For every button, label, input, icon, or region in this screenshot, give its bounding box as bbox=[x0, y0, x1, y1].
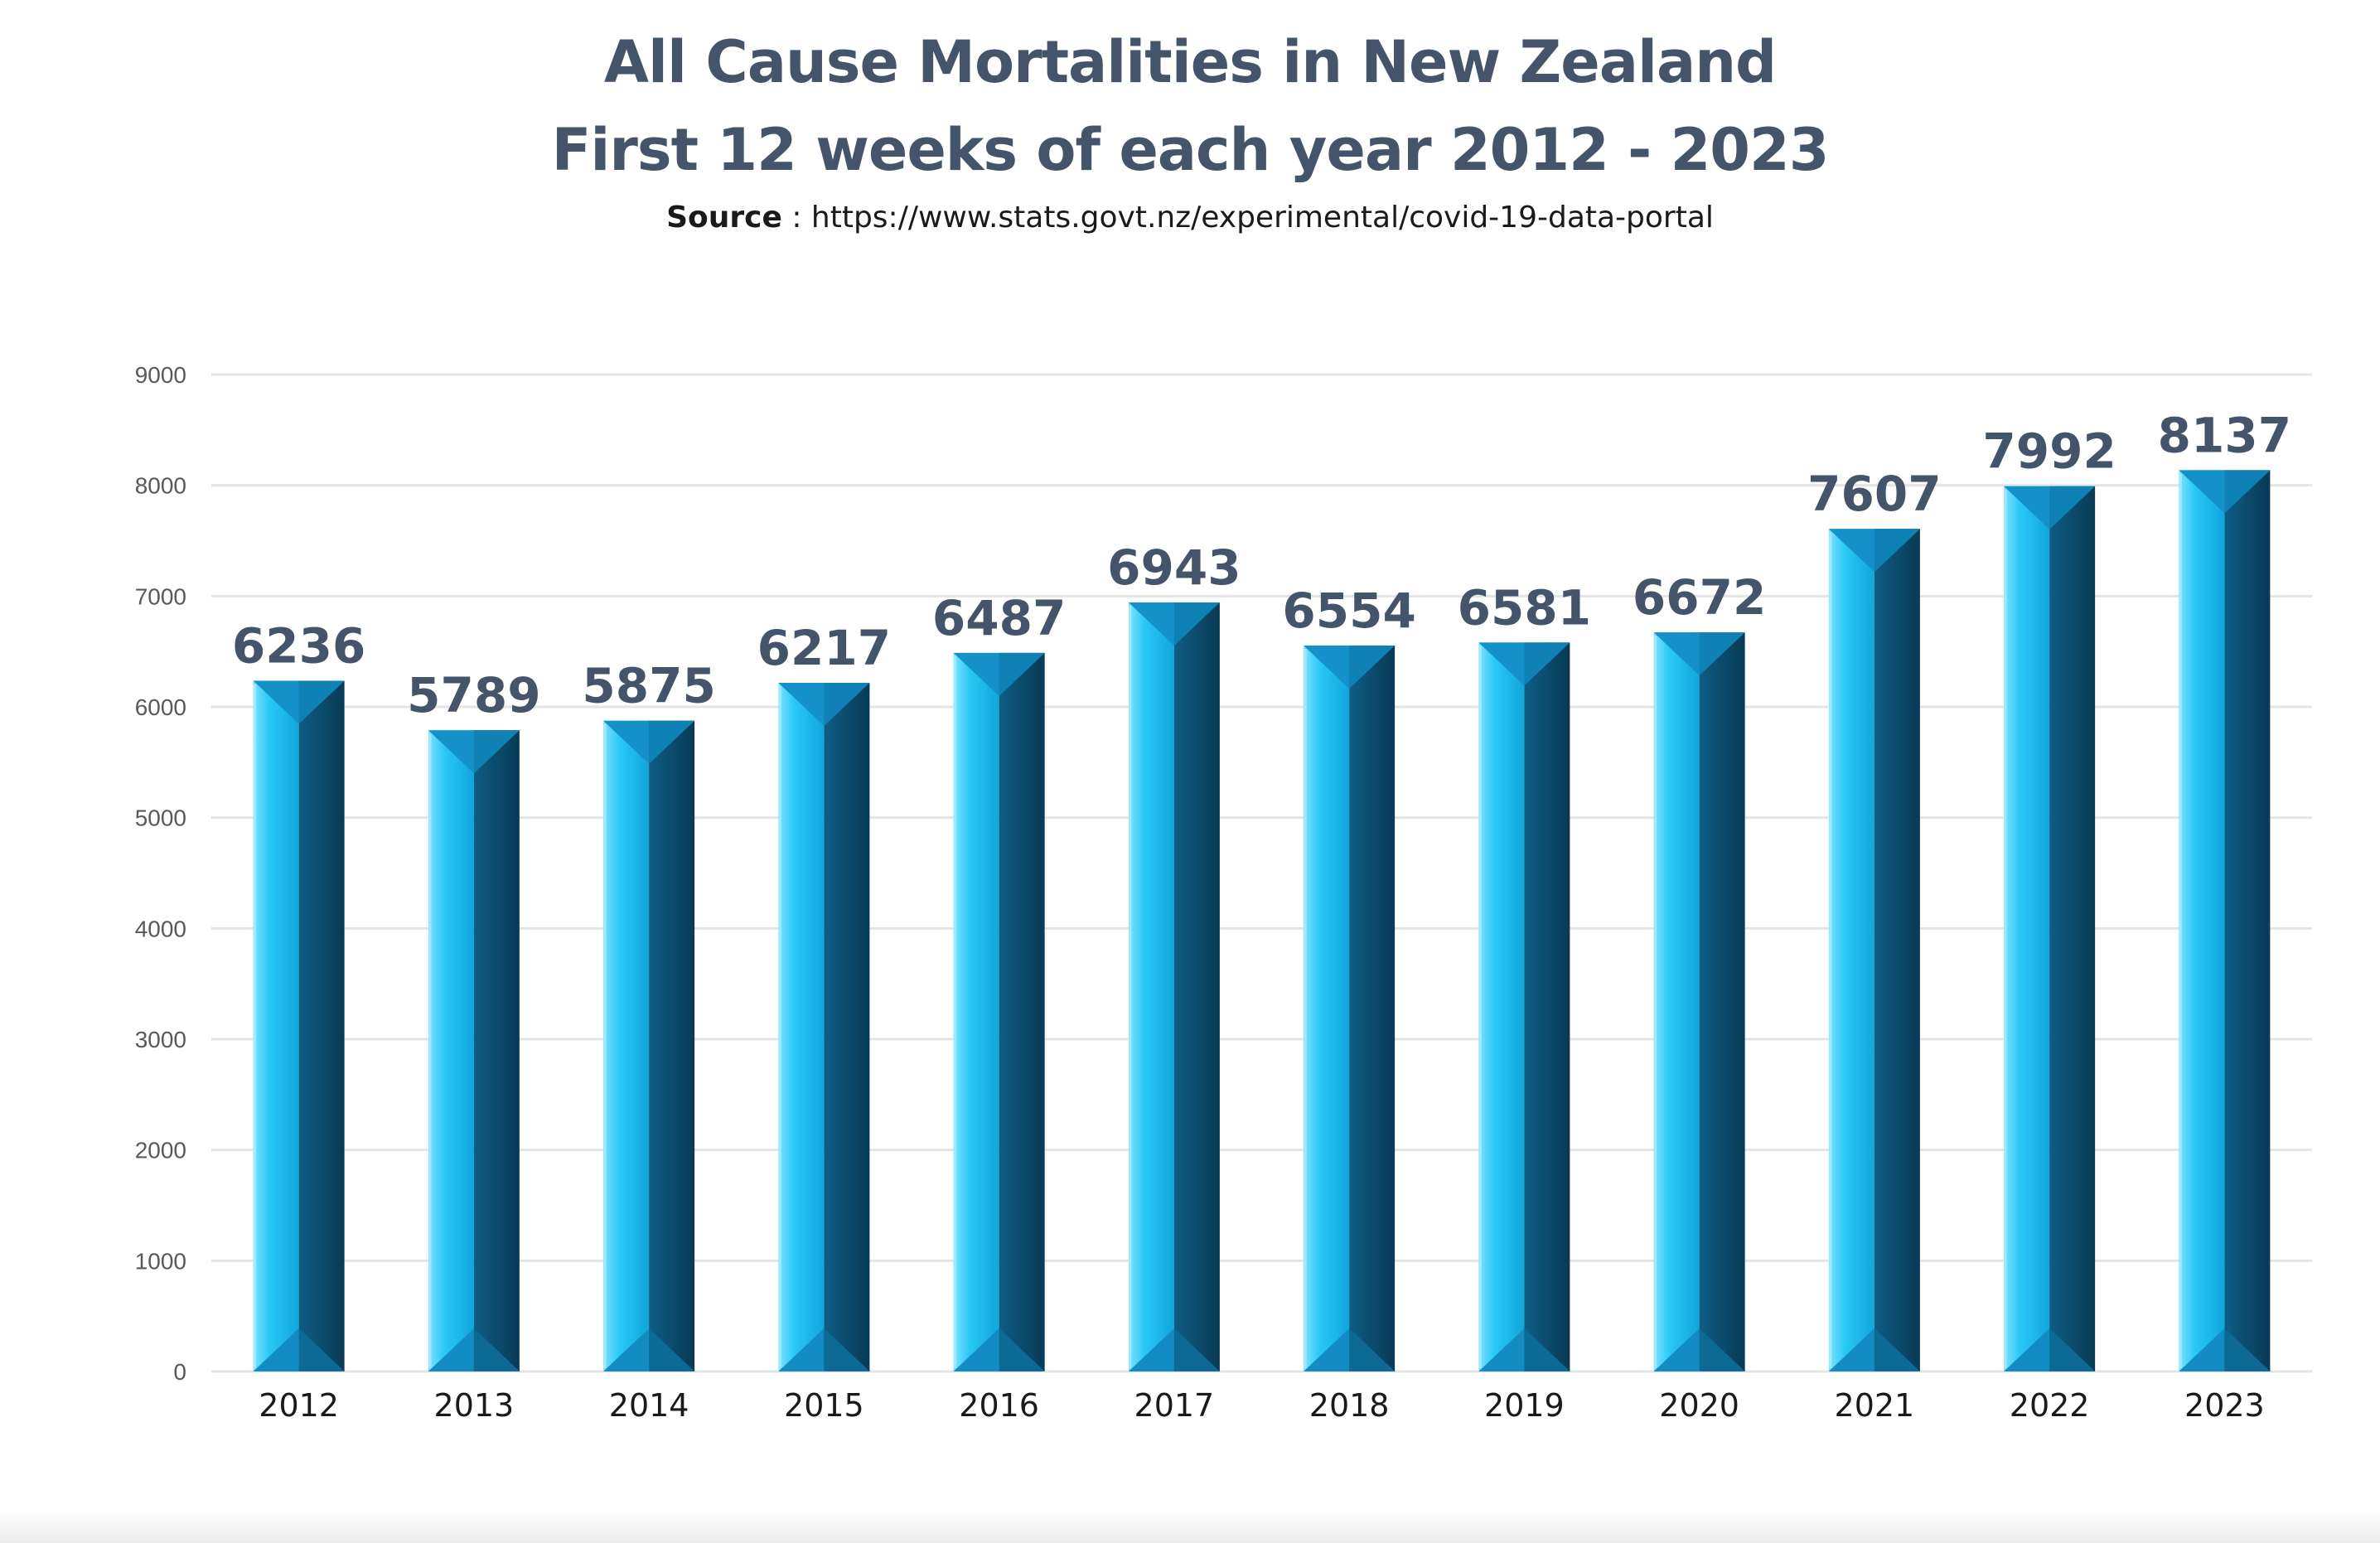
data-label: 5875 bbox=[582, 658, 715, 714]
chart-title-line-1: All Cause Mortalities in New Zealand bbox=[603, 28, 1777, 96]
bar bbox=[603, 720, 695, 1371]
data-label: 6217 bbox=[757, 620, 891, 676]
chart-source: Source : https://www.stats.govt.nz/exper… bbox=[0, 201, 2380, 235]
x-tick-label: 2022 bbox=[2010, 1387, 2090, 1424]
bars bbox=[253, 470, 2271, 1372]
source-separator: : bbox=[781, 201, 811, 235]
bar bbox=[2179, 470, 2271, 1372]
x-tick-label: 2016 bbox=[959, 1387, 1039, 1424]
y-tick-label: 1000 bbox=[135, 1248, 186, 1274]
bar bbox=[1653, 632, 1745, 1371]
data-label: 6554 bbox=[1282, 583, 1415, 639]
chart-title-block: All Cause Mortalities in New Zealand Fir… bbox=[0, 18, 2380, 235]
source-url: https://www.stats.govt.nz/experimental/c… bbox=[810, 201, 1714, 235]
y-tick-label: 7000 bbox=[135, 583, 186, 609]
bar bbox=[2004, 486, 2096, 1371]
y-tick-label: 5000 bbox=[135, 805, 186, 831]
bottom-shadow bbox=[0, 1508, 2380, 1543]
bar bbox=[1828, 529, 1920, 1371]
data-label: 6487 bbox=[932, 590, 1066, 646]
bar bbox=[953, 652, 1045, 1371]
data-label: 7992 bbox=[1982, 423, 2116, 480]
x-tick-label: 2017 bbox=[1134, 1387, 1215, 1424]
bar bbox=[778, 682, 870, 1371]
data-label: 5789 bbox=[407, 667, 540, 723]
bar bbox=[1128, 602, 1220, 1371]
bar bbox=[253, 680, 345, 1371]
y-axis-tick-labels: 0 1000 2000 3000 4000 5000 6000 7000 8000 9000 bbox=[135, 362, 186, 1385]
x-tick-label: 2013 bbox=[434, 1387, 515, 1424]
data-label: 6943 bbox=[1107, 539, 1241, 596]
bar bbox=[1478, 642, 1570, 1371]
gridlines bbox=[211, 373, 2312, 1373]
source-label: Source bbox=[666, 201, 782, 235]
data-label: 8137 bbox=[2158, 407, 2291, 463]
data-label: 6236 bbox=[232, 617, 365, 674]
x-tick-label: 2021 bbox=[1835, 1387, 1915, 1424]
x-axis-tick-labels: 2012 2013 2014 2015 2016 2017 2018 2019 2020 2021… bbox=[259, 1387, 2264, 1424]
x-tick-label: 2018 bbox=[1309, 1387, 1390, 1424]
x-tick-label: 2014 bbox=[609, 1387, 689, 1424]
y-tick-label: 3000 bbox=[135, 1027, 186, 1052]
y-tick-label: 0 bbox=[173, 1359, 186, 1385]
y-tick-label: 4000 bbox=[135, 916, 186, 941]
bar bbox=[1304, 645, 1396, 1371]
x-tick-label: 2012 bbox=[259, 1387, 339, 1424]
data-labels: 6236 5789 5875 6217 6487 6943 6554 6581 6672 7607… bbox=[232, 407, 2291, 723]
y-tick-label: 9000 bbox=[135, 362, 186, 388]
x-tick-label: 2019 bbox=[1484, 1387, 1565, 1424]
chart-title-line-2: First 12 weeks of each year 2012 - 2023 bbox=[551, 116, 1830, 184]
y-tick-label: 6000 bbox=[135, 694, 186, 720]
x-tick-label: 2015 bbox=[784, 1387, 864, 1424]
data-label: 6581 bbox=[1458, 579, 1591, 636]
x-tick-label: 2023 bbox=[2184, 1387, 2265, 1424]
y-tick-label: 8000 bbox=[135, 473, 186, 499]
data-label: 7607 bbox=[1807, 466, 1941, 522]
data-label: 6672 bbox=[1633, 569, 1766, 626]
x-tick-label: 2020 bbox=[1659, 1387, 1739, 1424]
y-tick-label: 2000 bbox=[135, 1138, 186, 1163]
bar bbox=[428, 730, 520, 1371]
